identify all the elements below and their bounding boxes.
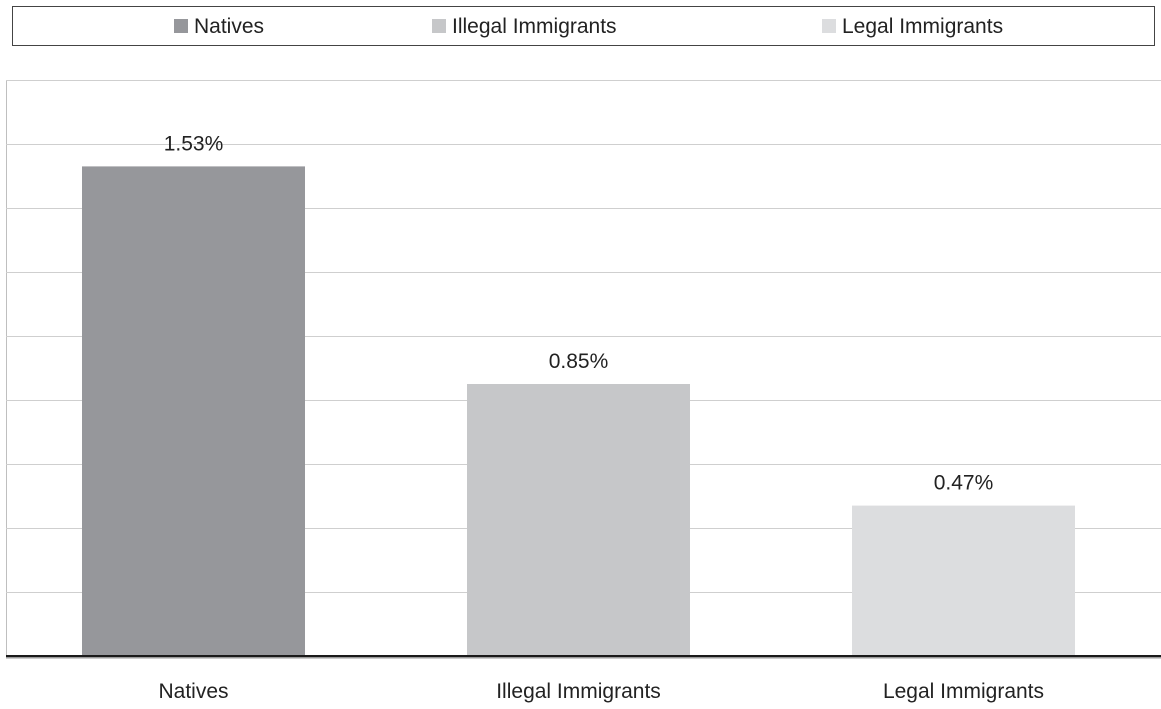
data-label-legal-immigrants: 0.47% (934, 472, 994, 495)
chart-legend: Natives Illegal Immigrants Legal Immigra… (12, 6, 1155, 46)
legend-swatch-natives (174, 19, 188, 33)
x-tick-label-legal-immigrants: Legal Immigrants (883, 680, 1044, 703)
x-tick-label-illegal-immigrants: Illegal Immigrants (496, 680, 661, 703)
legend-label-illegal-immigrants: Illegal Immigrants (452, 14, 617, 38)
legend-item-legal-immigrants: Legal Immigrants (822, 7, 1003, 45)
legend-label-natives: Natives (194, 14, 265, 38)
legend-label-legal-immigrants: Legal Immigrants (842, 14, 1004, 38)
data-label-illegal-immigrants: 0.85% (549, 350, 609, 373)
legend-item-natives: Natives (174, 7, 264, 45)
bar-illegal-immigrants (467, 384, 690, 656)
data-label-natives: 1.53% (164, 132, 224, 155)
bar-legal-immigrants (852, 505, 1075, 656)
legend-swatch-legal-immigrants (822, 19, 836, 33)
x-tick-label-natives: Natives (158, 680, 228, 703)
legend-swatch-illegal-immigrants (432, 19, 446, 33)
legend-item-illegal-immigrants: Illegal Immigrants (432, 7, 617, 45)
bar-natives (82, 166, 305, 656)
